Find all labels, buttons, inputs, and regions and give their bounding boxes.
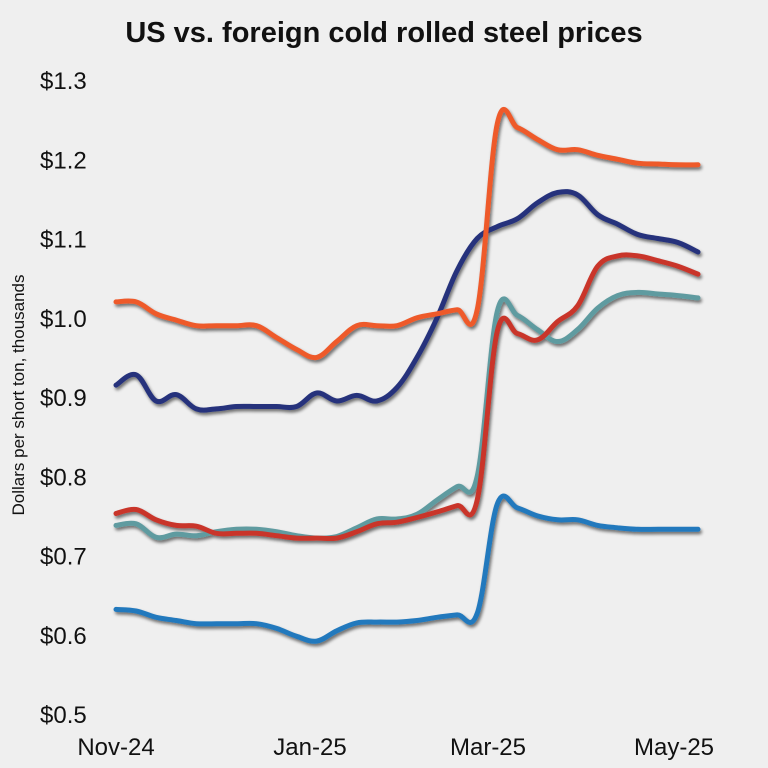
y-tick-label: $1.3 [40,68,87,95]
series-line-5 [113,493,701,644]
y-tick-label: $0.6 [40,623,87,650]
y-tick-label: $1.0 [40,306,87,333]
x-tick-label: May-25 [634,734,714,761]
y-tick-label: $1.1 [40,227,87,254]
x-tick-label: Mar-25 [450,734,526,761]
x-axis-ticks: Nov-24 Jan-25 Mar-25 May-25 [77,734,714,761]
x-tick-label: Nov-24 [77,734,154,761]
series-line-3 [113,252,701,542]
y-tick-label: $0.5 [40,702,87,729]
series-line-2 [113,189,701,413]
y-axis-label: Dollars per short ton, thousands [9,275,28,516]
series-lines [113,106,701,644]
y-tick-label: $0.7 [40,544,87,571]
y-tick-label: $0.8 [40,464,87,491]
y-axis-ticks: $1.3 $1.2 $1.1 $1.0 $0.9 $0.8 $0.7 $0.6 $0.5 [40,68,87,729]
chart-title: US vs. foreign cold rolled steel prices [125,17,642,49]
series-line-4 [113,289,701,541]
y-tick-label: $1.2 [40,147,87,174]
x-tick-label: Jan-25 [273,734,346,761]
y-tick-label: $0.9 [40,385,87,412]
series-line-1 [113,106,701,361]
